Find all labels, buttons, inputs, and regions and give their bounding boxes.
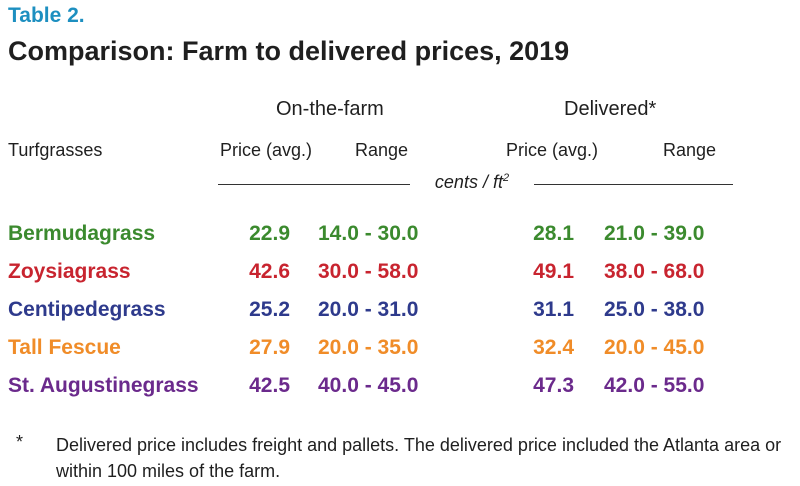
turfgrass-name-cell: Tall Fescue: [8, 336, 121, 359]
turfgrass-name-cell: Centipedegrass: [8, 298, 166, 321]
del-range-cell: 21.0 - 39.0: [604, 222, 705, 245]
del-price-cell: 49.1: [533, 260, 574, 283]
footnote-text: Delivered price includes freight and pal…: [56, 435, 782, 481]
del-range-cell: 20.0 - 45.0: [604, 336, 705, 359]
del-price-cell: 47.3: [533, 374, 574, 397]
table-row: Centipedegrass 25.2 20.0 - 31.0 31.1 25.0 - …: [0, 298, 800, 334]
farm-range-cell: 20.0 - 35.0: [318, 336, 419, 359]
farm-range-cell: 14.0 - 30.0: [318, 222, 419, 245]
turfgrass-name-cell: Zoysiagrass: [8, 260, 131, 283]
unit-superscript: 2: [502, 172, 510, 184]
turfgrass-name-cell: Bermudagrass: [8, 222, 156, 245]
del-range-cell: 38.0 - 68.0: [604, 260, 705, 283]
column-header-farm-price: Price (avg.): [220, 140, 313, 160]
column-header-delivered-price: Price (avg.): [506, 140, 599, 160]
column-header-turfgrasses: Turfgrasses: [8, 140, 103, 160]
farm-price-cell: 22.9: [249, 222, 290, 245]
turfgrass-name-cell: St. Augustinegrass: [8, 374, 199, 397]
farm-price-cell: 42.5: [249, 374, 290, 397]
farm-range-cell: 30.0 - 58.0: [318, 260, 419, 283]
del-price-cell: 32.4: [533, 336, 574, 359]
unit-label: cents / ft2: [414, 172, 530, 193]
table-row: St. Augustinegrass 42.5 40.0 - 45.0 47.3 42.…: [0, 374, 800, 410]
unit-divider: cents / ft2: [218, 172, 733, 196]
farm-range-cell: 20.0 - 31.0: [318, 298, 419, 321]
del-price-cell: 31.1: [533, 298, 574, 321]
unit-text: cents / ft: [434, 172, 503, 192]
del-range-cell: 25.0 - 38.0: [604, 298, 705, 321]
del-price-cell: 28.1: [533, 222, 574, 245]
table-title: Comparison: Farm to delivered prices, 20…: [8, 36, 570, 66]
group-heading-on-the-farm: On-the-farm: [276, 98, 384, 120]
table-label: Table 2.: [8, 4, 85, 27]
table-row: Bermudagrass 22.9 14.0 - 30.0 28.1 21.0 - 39…: [0, 222, 800, 258]
table-row: Zoysiagrass 42.6 30.0 - 58.0 49.1 38.0 - 68.…: [0, 260, 800, 296]
farm-price-cell: 27.9: [249, 336, 290, 359]
footnote-mark: *: [16, 432, 24, 452]
divider-rule-left: [218, 184, 410, 185]
table-row: Tall Fescue 27.9 20.0 - 35.0 32.4 20.0 - 45.…: [0, 336, 800, 372]
farm-price-cell: 42.6: [249, 260, 290, 283]
group-heading-delivered: Delivered*: [564, 98, 657, 120]
farm-range-cell: 40.0 - 45.0: [318, 374, 419, 397]
del-range-cell: 42.0 - 55.0: [604, 374, 705, 397]
column-header-farm-range: Range: [355, 140, 409, 160]
column-header-delivered-range: Range: [663, 140, 717, 160]
divider-rule-right: [534, 184, 733, 185]
farm-price-cell: 25.2: [249, 298, 290, 321]
